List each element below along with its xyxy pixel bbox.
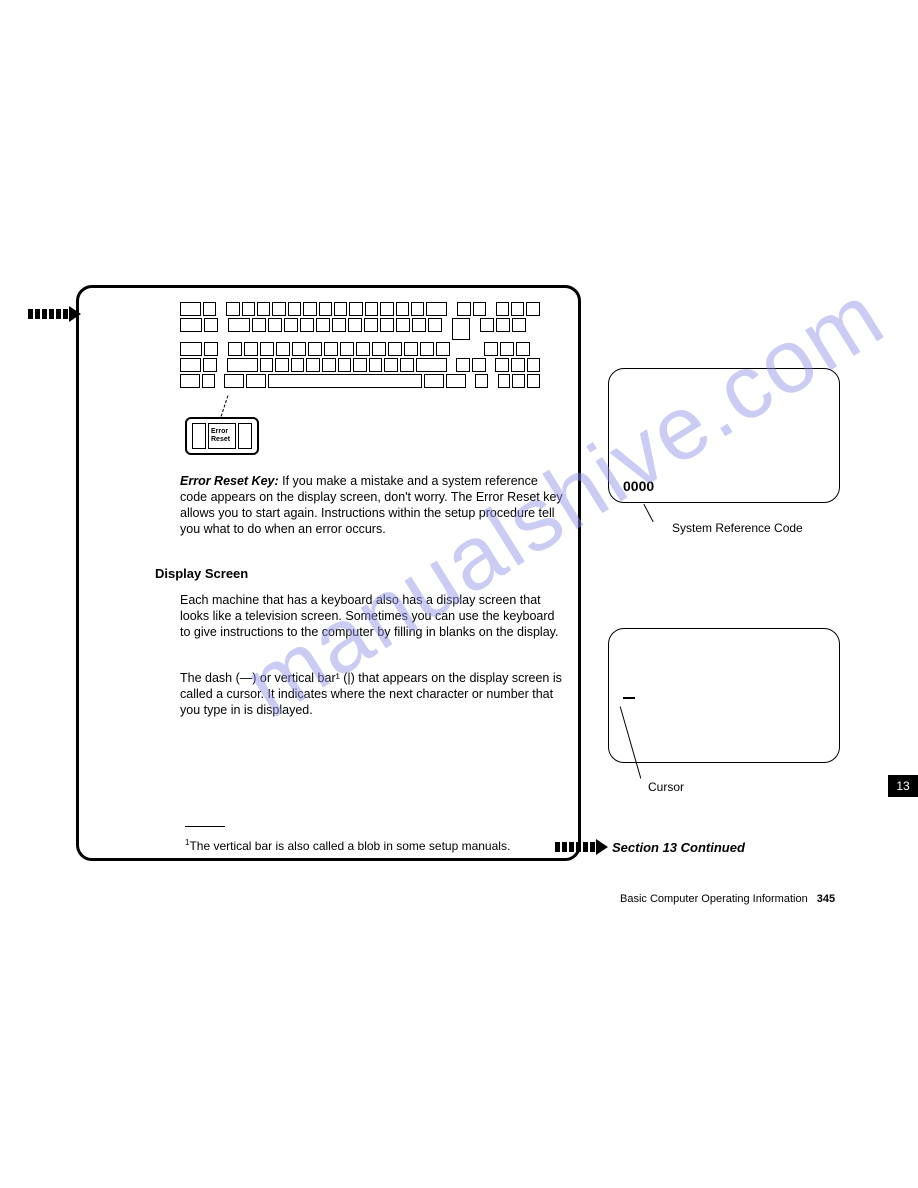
reference-code-label: System Reference Code: [672, 521, 803, 535]
error-reset-key-callout: Error Reset: [185, 417, 259, 455]
screen-cursor: [608, 628, 840, 763]
section-tab: 13: [888, 775, 918, 797]
reference-code-leader: [643, 504, 653, 522]
screen-reference-code: 0000: [608, 368, 840, 503]
footer-page-number: 345: [817, 893, 835, 905]
section-continued: Section 13 Continued: [612, 840, 745, 855]
page-footer: Basic Computer Operating Information 345: [620, 893, 835, 905]
error-reset-key-label: Error Reset: [208, 423, 236, 449]
reference-code-value: 0000: [623, 478, 654, 494]
main-panel: [76, 285, 581, 861]
page: manualshive.com: [0, 0, 918, 1188]
arrow-into-panel: [28, 306, 81, 322]
cursor-dash: [623, 697, 635, 699]
cursor-label: Cursor: [648, 780, 684, 794]
footer-title: Basic Computer Operating Information: [620, 893, 808, 905]
